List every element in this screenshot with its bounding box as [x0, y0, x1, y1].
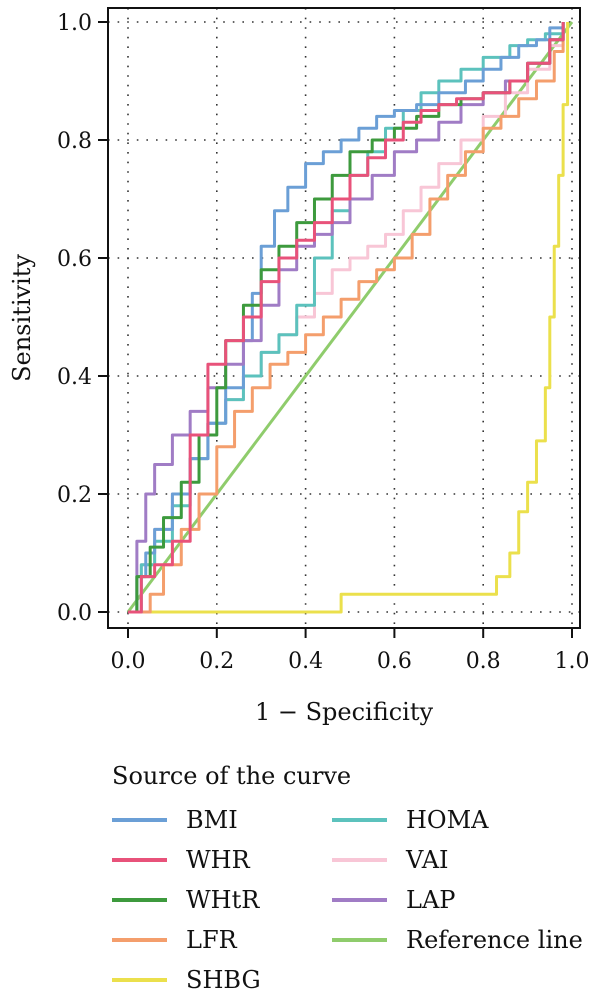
y-tick-label-1: 0.2: [57, 483, 92, 508]
y-axis-title: Sensitivity: [8, 254, 36, 382]
x-axis-title: 1 − Specificity: [255, 698, 434, 726]
legend-label-vai: VAI: [405, 846, 449, 874]
y-tick-label-2: 0.4: [57, 365, 92, 390]
legend-label-reference-line: Reference line: [406, 926, 583, 954]
legend-label-whtr: WHtR: [186, 886, 260, 914]
legend-label-bmi: BMI: [186, 806, 238, 834]
y-tick-label-3: 0.6: [57, 247, 92, 272]
x-tick-label-0: 0.0: [111, 649, 146, 674]
legend-label-lfr: LFR: [186, 926, 238, 954]
x-tick-label-4: 0.8: [466, 649, 501, 674]
x-tick-label-5: 1.0: [555, 649, 590, 674]
series-line-reference-line: [126, 21, 574, 613]
legend-title: Source of the curve: [112, 762, 351, 790]
legend-label-whr: WHR: [186, 846, 251, 874]
y-tick-label-4: 0.8: [57, 129, 92, 154]
y-tick-label-0: 0.0: [57, 601, 92, 626]
axis-ticks: 0.0 0.2 0.4 0.6 0.8 1.0 0.0 0.2 0.4 0.6 0.8 1.0: [57, 11, 590, 674]
y-tick-label-5: 1.0: [57, 11, 92, 36]
series-line-shbg: [128, 22, 570, 614]
legend-label-homa: HOMA: [406, 806, 489, 834]
series-line-whr: [128, 22, 565, 614]
roc-curves: [126, 21, 574, 614]
x-tick-label-3: 0.6: [377, 649, 412, 674]
plot-frame: [107, 7, 581, 629]
legend-label-lap: LAP: [406, 886, 455, 914]
x-tick-label-2: 0.4: [288, 649, 323, 674]
legend: BMI WHR WHtR LFR SHBG HOMA VAI LAP Reference lin…: [112, 806, 583, 994]
x-tick-label-1: 0.2: [199, 649, 234, 674]
grid-lines: [108, 8, 580, 628]
series-line-lfr: [128, 22, 565, 614]
legend-label-shbg: SHBG: [186, 966, 261, 994]
